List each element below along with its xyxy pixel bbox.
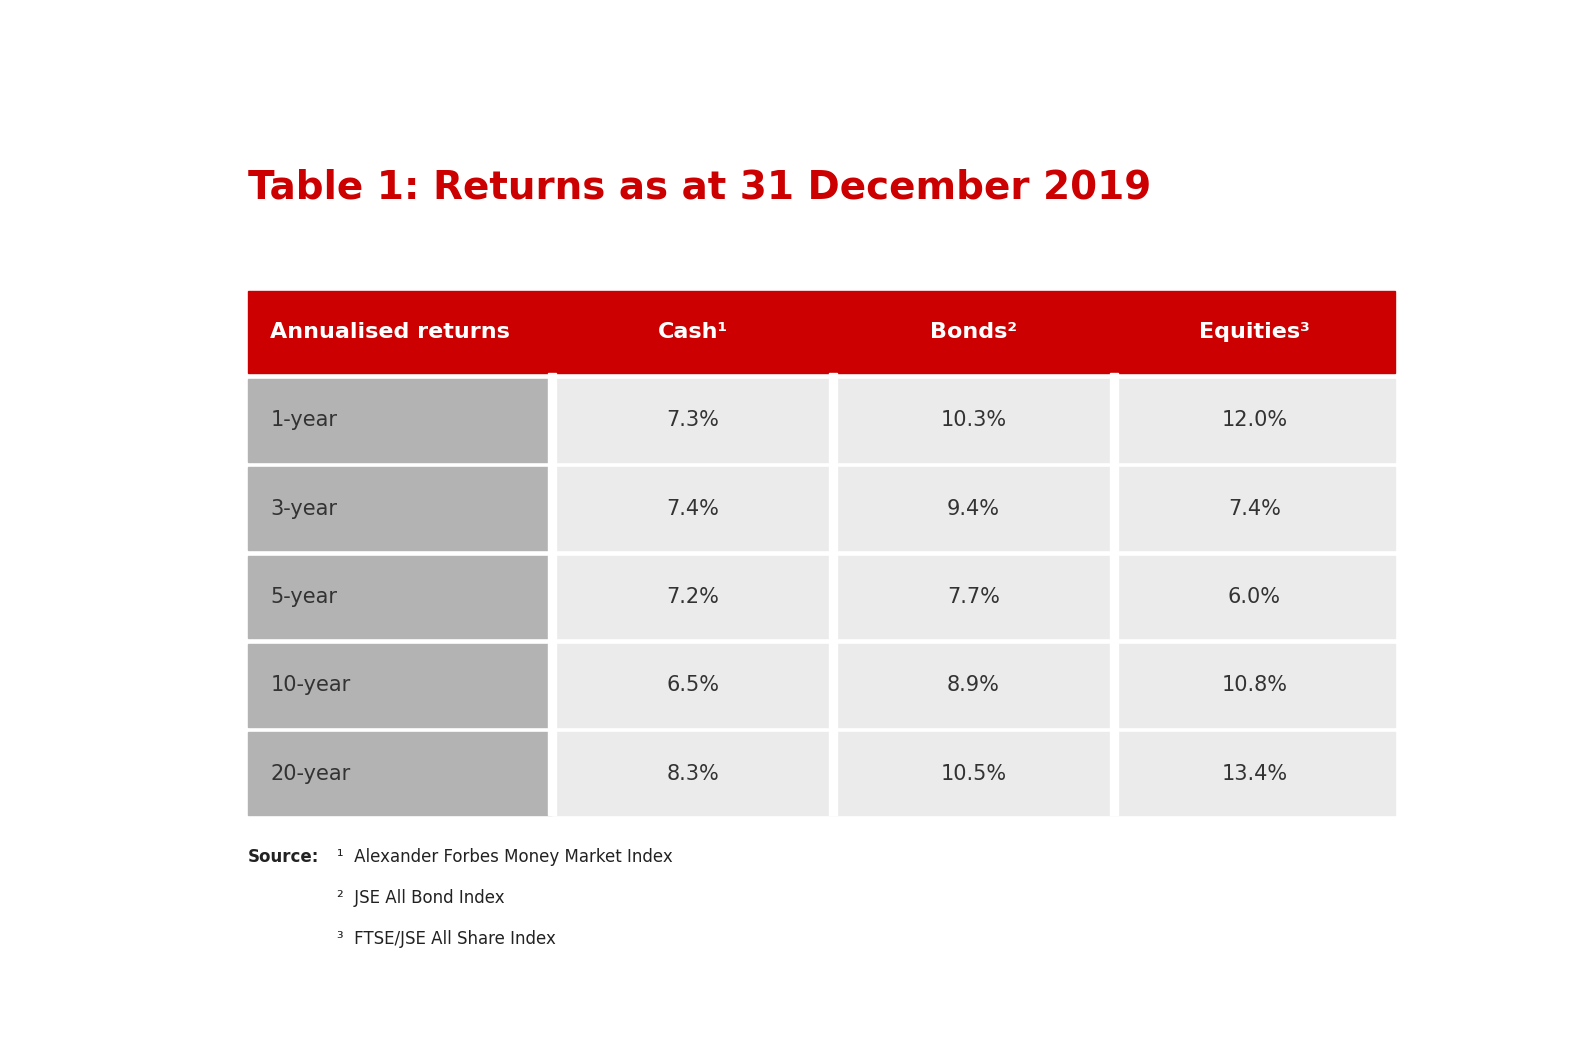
Text: 7.4%: 7.4% [1228, 499, 1281, 519]
Bar [829, 373, 837, 815]
Bar [552, 556, 834, 638]
Bar [1114, 644, 1395, 727]
Text: 6.5%: 6.5% [667, 675, 719, 695]
Bar [248, 644, 552, 727]
Bar [552, 732, 834, 815]
Bar [552, 378, 834, 461]
Bar [1109, 373, 1118, 815]
Text: 5-year: 5-year [270, 587, 337, 607]
Text: 9.4%: 9.4% [947, 499, 1001, 519]
Text: Cash¹: Cash¹ [657, 322, 727, 342]
Text: 13.4%: 13.4% [1222, 764, 1287, 783]
Text: ²  JSE All Bond Index: ² JSE All Bond Index [337, 889, 504, 907]
Bar [1114, 468, 1395, 550]
Text: Bonds²: Bonds² [929, 322, 1017, 342]
Bar [248, 378, 552, 461]
Bar [834, 556, 1114, 638]
Text: 6.0%: 6.0% [1228, 587, 1281, 607]
Bar [248, 556, 552, 638]
Bar [834, 644, 1114, 727]
Bar [834, 732, 1114, 815]
Text: 8.3%: 8.3% [667, 764, 719, 783]
Bar [552, 644, 834, 727]
Text: Annualised returns: Annualised returns [270, 322, 511, 342]
Bar [547, 373, 557, 815]
Bar [834, 378, 1114, 461]
Text: 10.3%: 10.3% [940, 410, 1007, 431]
Bar [834, 468, 1114, 550]
Bar [248, 291, 1395, 373]
Text: 7.3%: 7.3% [667, 410, 719, 431]
Text: 10.8%: 10.8% [1222, 675, 1287, 695]
Bar [1114, 732, 1395, 815]
Text: Table 1: Returns as at 31 December 2019: Table 1: Returns as at 31 December 2019 [248, 168, 1152, 206]
Text: 7.4%: 7.4% [667, 499, 719, 519]
Text: 3-year: 3-year [270, 499, 337, 519]
Text: Equities³: Equities³ [1200, 322, 1309, 342]
Bar [1114, 378, 1395, 461]
Bar [248, 732, 552, 815]
Bar [248, 468, 552, 550]
Text: 7.7%: 7.7% [947, 587, 999, 607]
Text: ¹  Alexander Forbes Money Market Index: ¹ Alexander Forbes Money Market Index [337, 848, 673, 866]
Text: Source:: Source: [248, 848, 320, 866]
Text: ³  FTSE/JSE All Share Index: ³ FTSE/JSE All Share Index [337, 930, 555, 948]
Text: 20-year: 20-year [270, 764, 350, 783]
Bar [552, 468, 834, 550]
Text: 8.9%: 8.9% [947, 675, 999, 695]
Bar [1114, 556, 1395, 638]
Text: 7.2%: 7.2% [667, 587, 719, 607]
Text: 10-year: 10-year [270, 675, 350, 695]
Text: 12.0%: 12.0% [1222, 410, 1287, 431]
Text: 1-year: 1-year [270, 410, 337, 431]
Text: 10.5%: 10.5% [940, 764, 1007, 783]
